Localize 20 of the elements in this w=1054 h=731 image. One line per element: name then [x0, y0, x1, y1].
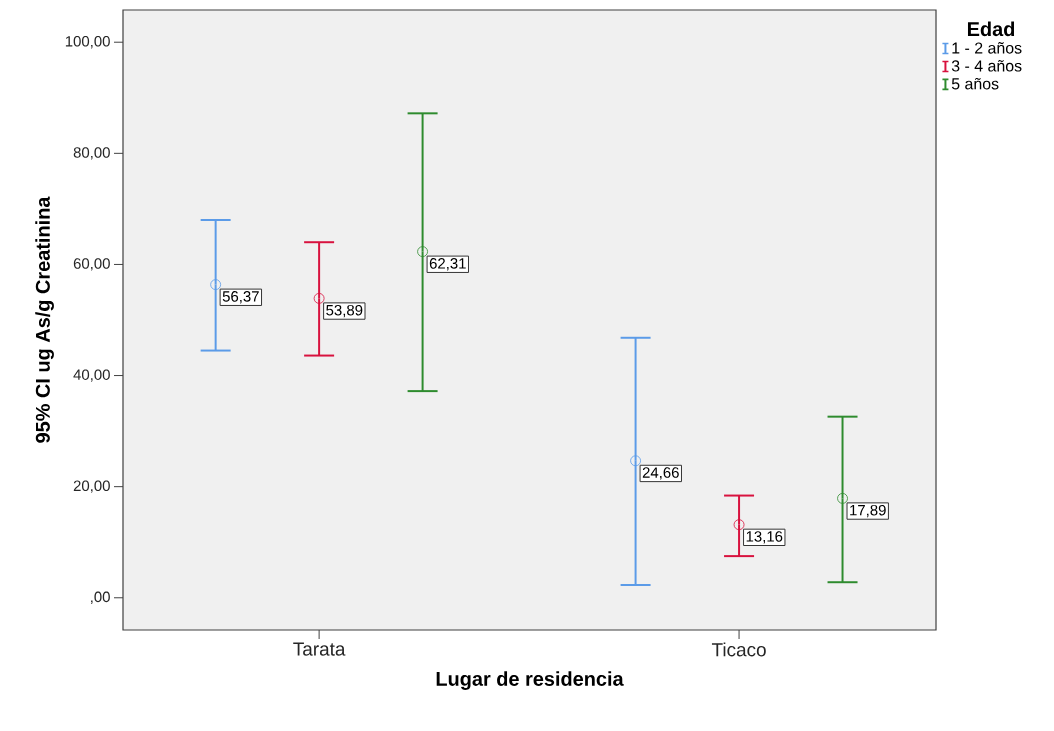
data-label: 13,16 [746, 531, 783, 544]
y-tick-label: 100,00 [65, 36, 110, 49]
legend-label: 1 - 2 años [952, 42, 1022, 54]
x-tick-label: Ticaco [711, 642, 766, 657]
data-label: 17,89 [850, 504, 886, 518]
data-label: 62,31 [429, 258, 466, 271]
data-label: 53,89 [326, 304, 363, 318]
data-label: 56,37 [222, 291, 259, 304]
y-tick-label: 20,00 [73, 480, 110, 493]
data-label: 24,66 [642, 467, 679, 480]
y-tick-label: 60,00 [73, 258, 110, 271]
y-axis-title: 95% CI ug As/g Creatinina [35, 196, 54, 443]
x-axis-title: Lugar de residencia [436, 671, 624, 690]
y-tick-label: ,00 [91, 591, 110, 604]
legend-label: 3 - 4 años [951, 59, 1022, 72]
x-tick-label: Tarata [293, 642, 346, 656]
y-tick-label: 40,00 [73, 369, 110, 382]
legend-title: Edad [967, 21, 1015, 37]
y-tick-label: 80,00 [73, 147, 110, 160]
legend-label: 5 años [951, 77, 999, 90]
